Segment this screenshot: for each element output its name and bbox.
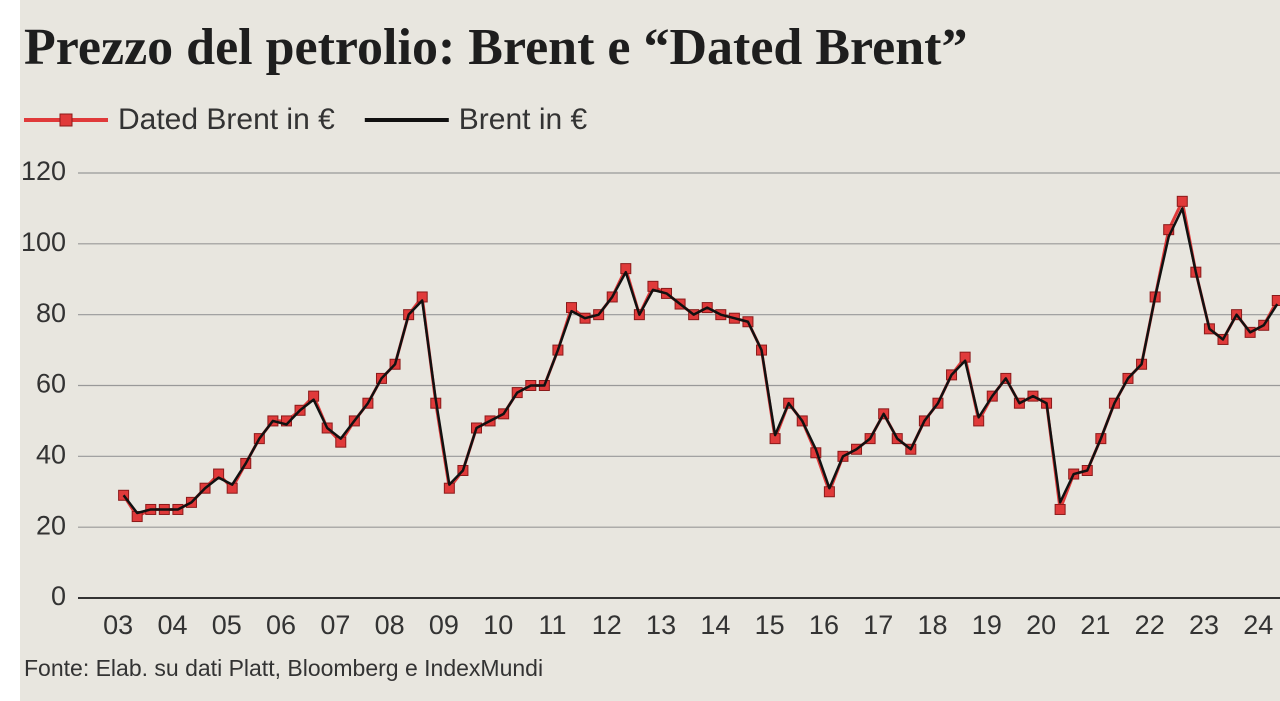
y-tick-label: 20 [36, 510, 66, 540]
x-tick-label: 04 [157, 610, 187, 640]
x-tick-label: 19 [972, 610, 1002, 640]
legend-label: Brent in € [459, 103, 588, 136]
x-tick-label: 07 [320, 610, 350, 640]
y-tick-label: 0 [51, 581, 66, 611]
x-tick-label: 16 [809, 610, 839, 640]
x-tick-label: 24 [1243, 610, 1273, 640]
source: Fonte: Elab. su dati Platt, Bloomberg e … [24, 655, 543, 681]
x-tick-label: 18 [918, 610, 948, 640]
y-tick-label: 60 [36, 369, 66, 399]
x-tick-label: 20 [1026, 610, 1056, 640]
series-line [122, 207, 1279, 515]
x-tick-label: 14 [700, 610, 730, 640]
legend-marker [59, 113, 73, 127]
x-tick-label: 06 [266, 610, 296, 640]
y-tick-label: 120 [21, 156, 66, 186]
data-point [1176, 195, 1188, 207]
legend-label: Dated Brent in € [118, 103, 335, 136]
x-tick-label: 03 [103, 610, 133, 640]
x-tick-label: 22 [1135, 610, 1165, 640]
x-tick-label: 12 [592, 610, 622, 640]
x-tick-label: 11 [538, 610, 566, 640]
x-tick-label: 15 [755, 610, 785, 640]
x-tick-label: 17 [863, 610, 893, 640]
x-tick-label: 13 [646, 610, 676, 640]
x-tick-label: 08 [375, 610, 405, 640]
y-tick-label: 40 [36, 439, 66, 469]
y-tick-label: 80 [36, 298, 66, 328]
y-tick-label: 100 [21, 227, 66, 257]
data-point [1054, 503, 1066, 515]
x-tick-label: 05 [212, 610, 242, 640]
background [20, 0, 1280, 701]
x-tick-label: 10 [483, 610, 513, 640]
x-tick-label: 09 [429, 610, 459, 640]
x-tick-label: 21 [1080, 610, 1110, 640]
x-tick-label: 23 [1189, 610, 1219, 640]
chart-title: Prezzo del petrolio: Brent e “Dated Bren… [24, 19, 968, 76]
